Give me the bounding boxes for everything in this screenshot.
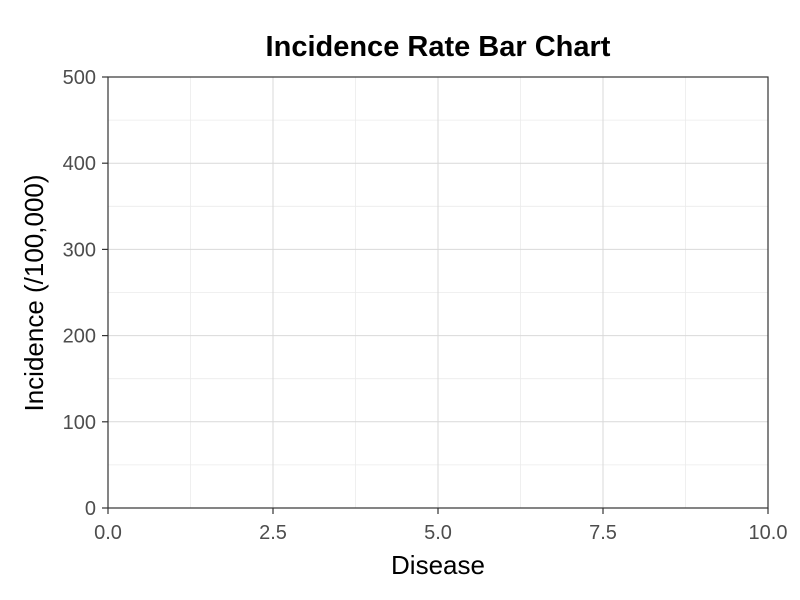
y-tick-label: 300 xyxy=(63,239,96,261)
y-tick-label: 100 xyxy=(63,412,96,434)
x-tick-label: 7.5 xyxy=(589,522,617,544)
x-axis-title: Disease xyxy=(391,550,485,580)
y-axis: 0 100 200 300 400 500 xyxy=(63,67,108,520)
x-tick-label: 10.0 xyxy=(749,522,788,544)
y-axis-title: Incidence (/100,000) xyxy=(19,174,49,411)
x-axis: 0.0 2.5 5.0 7.5 10.0 xyxy=(94,508,787,544)
plot-panel xyxy=(107,76,769,509)
x-tick-label: 5.0 xyxy=(424,522,452,544)
x-tick-label: 0.0 xyxy=(94,522,122,544)
y-tick-label: 0 xyxy=(85,498,96,520)
y-tick-label: 200 xyxy=(63,326,96,348)
y-tick-label: 400 xyxy=(63,153,96,175)
x-tick-label: 2.5 xyxy=(259,522,287,544)
chart-title: Incidence Rate Bar Chart xyxy=(266,31,611,63)
y-tick-label: 500 xyxy=(63,67,96,89)
